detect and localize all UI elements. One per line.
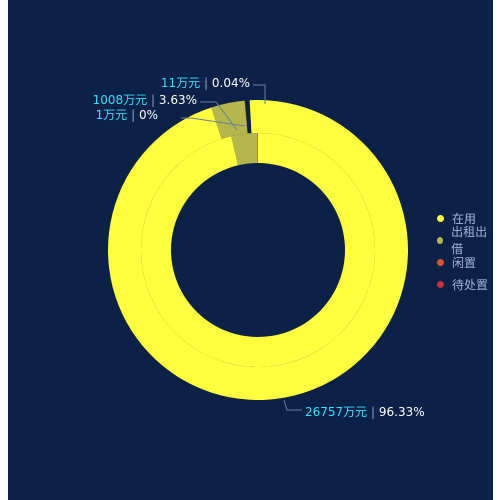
data-label-percent: 3.63% — [159, 93, 197, 107]
legend-item-leased[interactable]: 出租出借 — [435, 225, 493, 256]
legend-label: 闲置 — [452, 255, 477, 270]
data-label-value: 11万元 — [161, 76, 200, 90]
legend-label: 在用 — [452, 211, 477, 226]
legend: 在用 出租出借 闲置 待处置 — [435, 207, 493, 295]
data-label-separator: | — [127, 108, 139, 122]
legend-label: 出租出借 — [451, 225, 488, 256]
data-label-separator: | — [367, 405, 379, 419]
data-label-value: 26757万元 — [305, 405, 367, 419]
data-label-percent: 96.33% — [379, 405, 425, 419]
leader-line-1 — [200, 101, 238, 131]
data-label-2: 11万元 | 0.04% — [161, 76, 250, 90]
data-label-percent: 0.04% — [212, 76, 250, 90]
legend-item-in-use[interactable]: 在用 — [435, 207, 493, 229]
donut-chart: 26757万元 | 96.33%1008万元 | 3.63%1万元 | 0%11… — [93, 76, 425, 419]
leader-line-0 — [283, 399, 302, 411]
data-label-separator: | — [200, 76, 212, 90]
data-label-0: 26757万元 | 96.33% — [305, 405, 425, 419]
legend-swatch — [437, 236, 444, 244]
data-label-1: 1008万元 | 3.63% — [93, 93, 197, 107]
legend-swatch — [437, 258, 444, 266]
chart-canvas: 26757万元 | 96.33% 1008万元 | 3.63% 1万元 | 0% 11… — [8, 0, 493, 500]
legend-item-idle[interactable]: 闲置 — [435, 251, 493, 273]
outer-slice-2[interactable] — [244, 100, 248, 134]
leader-line-3 — [181, 117, 246, 127]
data-label-value: 1万元 — [96, 108, 128, 122]
data-label-value: 1008万元 — [93, 93, 148, 107]
data-label-3: 1万元 | 0% — [96, 108, 158, 122]
data-label-separator: | — [147, 93, 159, 107]
inner-slice-0[interactable] — [141, 133, 376, 367]
data-label-percent: 0% — [139, 108, 158, 122]
legend-label: 待处置 — [452, 277, 489, 292]
legend-swatch — [437, 214, 444, 222]
inner-slice-1[interactable] — [231, 133, 258, 166]
legend-swatch — [437, 280, 444, 288]
legend-item-pending-disposal[interactable]: 待处置 — [435, 273, 493, 295]
leader-line-2 — [253, 84, 266, 104]
